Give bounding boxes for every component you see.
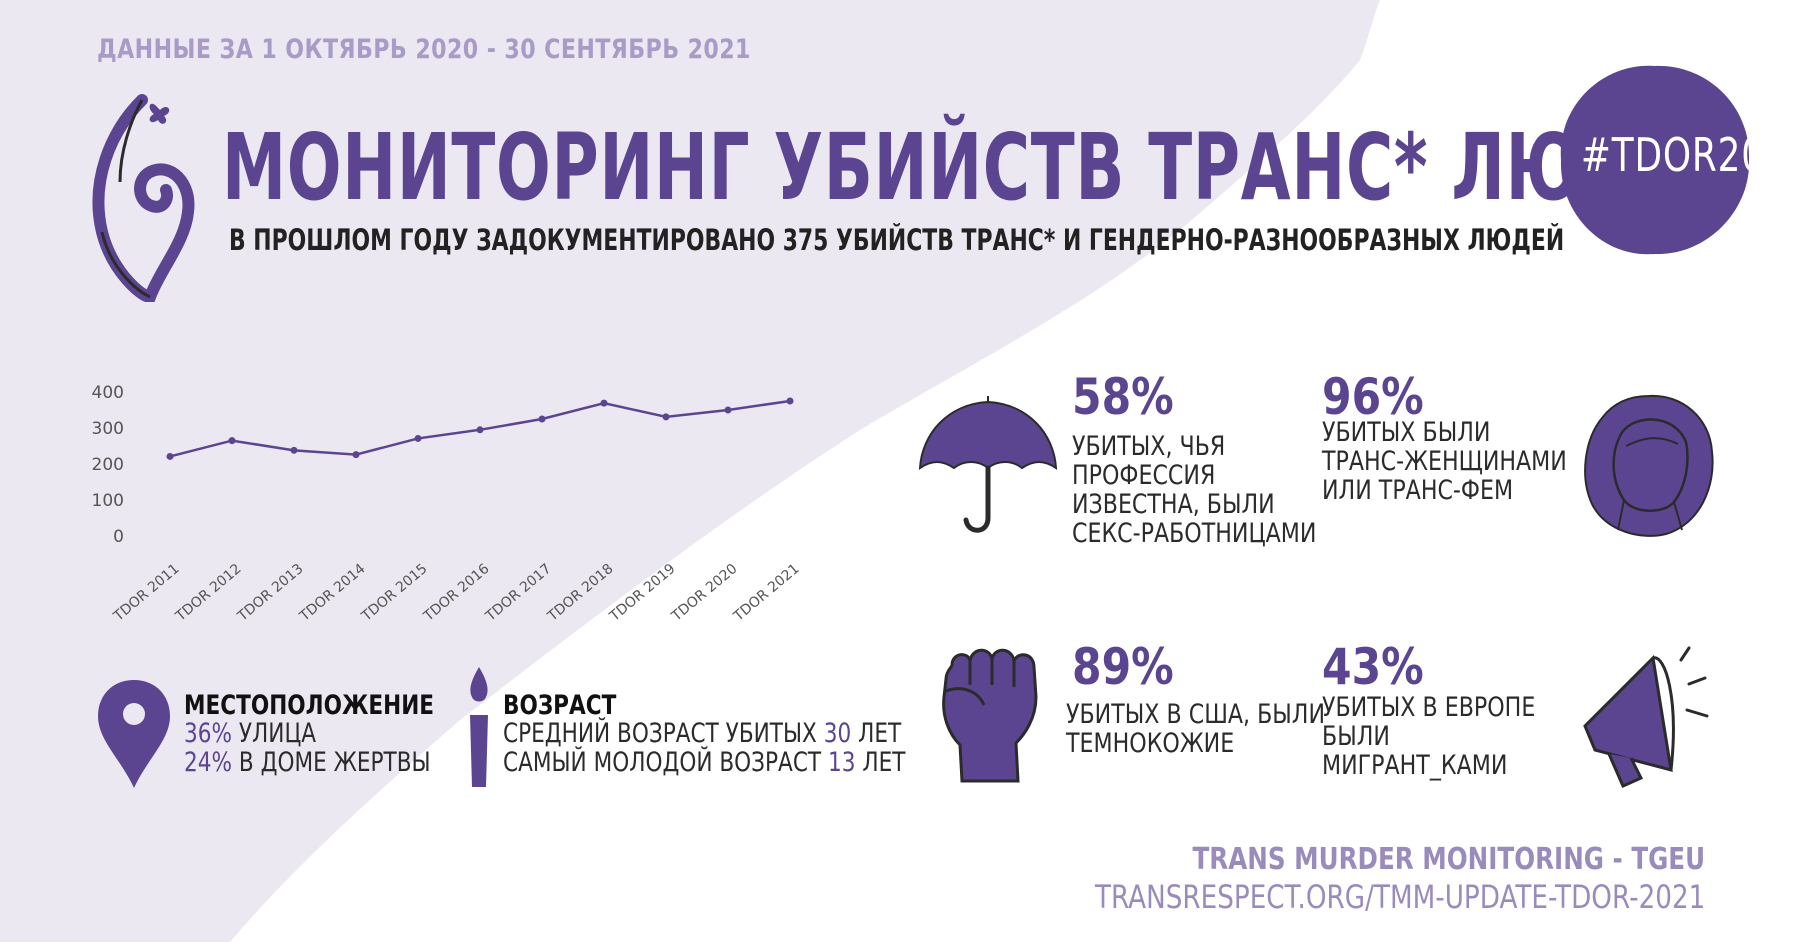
x-tick-label: TDOR 2017 xyxy=(482,561,554,625)
age-suffix: ЛЕТ xyxy=(855,747,906,778)
stat-percent: 58% xyxy=(1072,368,1174,426)
stat-text-line: ПРОФЕССИЯ xyxy=(1072,460,1216,491)
date-range: ДАННЫЕ ЗА 1 ОКТЯБРЬ 2020 - 30 СЕНТЯБРЬ 2… xyxy=(97,34,751,65)
age-item: СРЕДНИЙ ВОЗРАСТ УБИТЫХ 30 ЛЕТ xyxy=(503,719,901,748)
location-title: МЕСТОПОЛОЖЕНИЕ xyxy=(184,690,435,721)
stat-percent: 43% xyxy=(1322,638,1424,696)
stat-text-line: УБИТЫХ В ЕВРОПЕ xyxy=(1322,692,1536,723)
x-tick-label: TDOR 2020 xyxy=(668,561,740,625)
y-tick-label: 400 xyxy=(92,383,124,403)
butterfly-icon xyxy=(149,103,170,124)
stat-text-line: УБИТЫХ В США, БЫЛИ xyxy=(1066,699,1326,730)
age-label: СРЕДНИЙ ВОЗРАСТ УБИТЫХ xyxy=(503,718,824,749)
location-item: 36% УЛИЦА xyxy=(184,719,316,748)
age-title: ВОЗРАСТ xyxy=(503,690,617,721)
x-tick-label: TDOR 2013 xyxy=(234,561,306,625)
location-label: УЛИЦА xyxy=(232,718,316,749)
y-tick-label: 0 xyxy=(113,527,124,547)
umbrella-icon xyxy=(918,396,1058,533)
footer-org: TRANS MURDER MONITORING - TGEU xyxy=(1192,842,1705,877)
y-tick-label: 300 xyxy=(92,419,124,439)
data-point xyxy=(476,426,484,434)
data-point xyxy=(166,452,174,460)
hashtag-badge xyxy=(1560,65,1750,255)
stat-text-line: ИЛИ ТРАНС-ФЕМ xyxy=(1322,475,1514,506)
location-item: 24% В ДОМЕ ЖЕРТВЫ xyxy=(184,748,431,777)
x-tick-label: TDOR 2016 xyxy=(420,561,493,625)
location-label: В ДОМЕ ЖЕРТВЫ xyxy=(232,747,431,778)
raised-fist-icon xyxy=(942,648,1038,783)
stat-text-line: ИЗВЕСТНА, БЫЛИ xyxy=(1072,489,1275,520)
page-title: МОНИТОРИНГ УБИЙСТВ ТРАНС* ЛЮДЕЙ xyxy=(222,114,1740,221)
woman-head-icon xyxy=(1584,394,1714,537)
stat-text-line: МИГРАНТ_КАМИ xyxy=(1322,750,1508,781)
data-point xyxy=(724,406,732,414)
location-value: 36% xyxy=(184,718,233,749)
stat-percent: 89% xyxy=(1072,638,1174,696)
x-tick-label: TDOR 2018 xyxy=(544,561,616,625)
location-value: 24% xyxy=(184,747,233,778)
data-point xyxy=(228,437,236,445)
y-tick-label: 100 xyxy=(92,491,124,511)
data-point xyxy=(290,446,298,454)
stat-text-line: ТРАНС-ЖЕНЩИНАМИ xyxy=(1322,446,1567,477)
footer-url-link[interactable]: TRANSRESPECT.ORG/TMM-UPDATE-TDOR-2021 xyxy=(1094,878,1705,916)
age-label: САМЫЙ МОЛОДОЙ ВОЗРАСТ xyxy=(503,747,828,778)
x-tick-label: TDOR 2014 xyxy=(296,561,369,625)
stat-text-line: УБИТЫХ, ЧЬЯ xyxy=(1072,431,1226,462)
hashtag-text: #TDOR2021 xyxy=(1580,128,1800,182)
stat-text-line: СЕКС-РАБОТНИЦАМИ xyxy=(1072,518,1317,549)
age-value: 13 xyxy=(827,747,856,778)
megaphone-icon xyxy=(1583,646,1709,788)
age-suffix: ЛЕТ xyxy=(851,718,902,749)
stat-text-line: БЫЛИ xyxy=(1322,721,1390,752)
data-point xyxy=(662,413,670,421)
x-tick-label: TDOR 2011 xyxy=(110,561,182,625)
candle-icon xyxy=(470,667,488,787)
data-point xyxy=(600,399,608,407)
tgeu-logo-icon xyxy=(92,94,195,302)
x-tick-label: TDOR 2012 xyxy=(172,561,244,625)
age-item: САМЫЙ МОЛОДОЙ ВОЗРАСТ 13 ЛЕТ xyxy=(503,748,905,777)
x-tick-label: TDOR 2021 xyxy=(730,561,802,625)
data-point xyxy=(786,397,794,405)
stat-text-line: ТЕМНОКОЖИЕ xyxy=(1066,728,1235,759)
data-point xyxy=(414,434,422,442)
stat-percent: 96% xyxy=(1322,368,1424,426)
age-value: 30 xyxy=(823,718,852,749)
x-tick-label: TDOR 2019 xyxy=(606,561,678,625)
y-tick-label: 200 xyxy=(92,455,124,475)
data-point xyxy=(538,415,546,423)
map-pin-icon xyxy=(98,680,170,788)
stat-text-line: УБИТЫХ БЫЛИ xyxy=(1322,417,1491,448)
page-subtitle: В ПРОШЛОМ ГОДУ ЗАДОКУМЕНТИРОВАНО 375 УБИ… xyxy=(229,223,1565,257)
data-point xyxy=(352,451,360,459)
x-tick-label: TDOR 2015 xyxy=(358,561,430,625)
